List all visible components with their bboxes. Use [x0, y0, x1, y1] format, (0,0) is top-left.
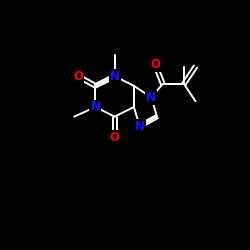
- Text: N: N: [90, 100, 101, 114]
- Text: N: N: [135, 120, 145, 133]
- Text: O: O: [110, 131, 120, 144]
- Text: O: O: [150, 58, 160, 71]
- Text: N: N: [110, 70, 120, 83]
- Text: O: O: [73, 70, 83, 83]
- Text: N: N: [146, 91, 156, 104]
